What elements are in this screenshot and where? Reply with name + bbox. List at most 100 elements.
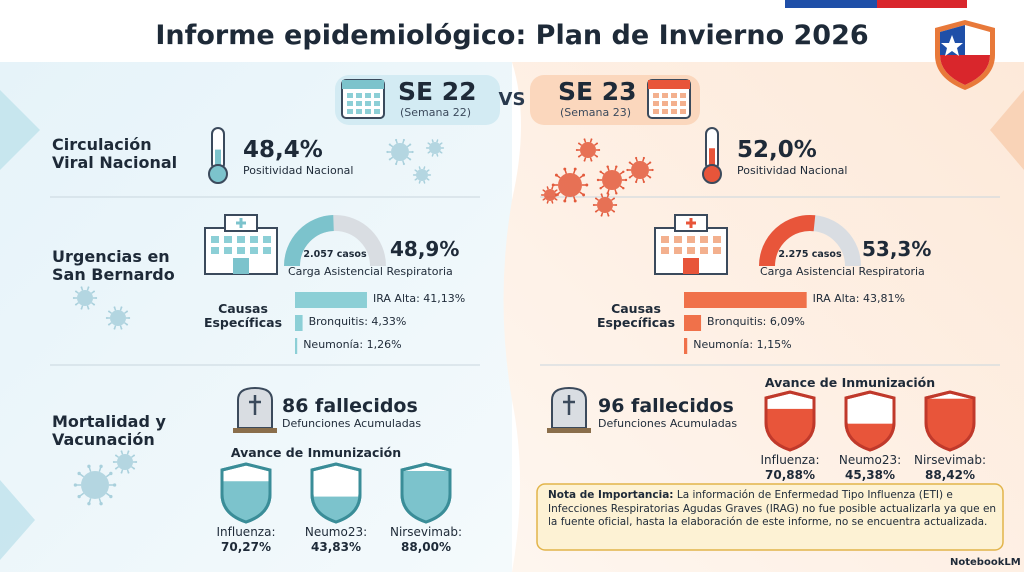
virus-tip [73,483,78,487]
virus-tip [414,179,416,181]
virus-tip [622,187,625,190]
virus-tip [441,142,443,144]
hospital-window [687,247,695,254]
virus-tip [431,155,434,157]
virus-tip [423,182,426,184]
virus-body [117,454,133,470]
virus-tip [542,199,544,201]
shield-outline [764,390,816,452]
week-icon-cell [356,109,362,114]
deco-triangle [0,90,40,170]
virus-tip [425,147,428,149]
virus-tip [583,159,586,162]
virus-tip [99,501,103,506]
virus-tip [414,169,416,171]
deaths-value: 96 fallecidos [598,395,734,417]
virus-tip [590,159,593,162]
vaccine-name: Neumo23: [304,525,368,539]
virus-tip [74,303,77,306]
load-caption: Carga Asistencial Respiratoria [288,265,453,278]
virus-body [391,143,409,161]
load-value: 48,9% [390,237,460,261]
virus-tip [546,202,549,204]
virus-tip [628,176,631,179]
causes-title: Causas Específicas [203,301,283,331]
virus-tip [112,461,115,463]
week-label: SE 23 [558,77,637,106]
virus-tip [423,166,426,168]
virus-tip [127,471,130,474]
tombstone-base [233,428,277,433]
virus-icon [425,139,445,157]
virus-tip [109,471,113,476]
virus-tip [607,214,610,217]
virus-icon [73,464,117,506]
virus-tip [624,178,628,182]
virus-tip [582,193,586,197]
deaths-caption: Defunciones Acumuladas [282,417,422,430]
virus-tip [649,161,652,164]
virus-tip [135,461,138,463]
week-icon-cell [671,101,677,106]
virus-tip [120,327,123,330]
virus-tip [80,286,83,289]
vaccine-name: Neumo23: [838,453,902,467]
footer-brand: NotebookLM [950,557,1021,568]
cause-label: IRA Alta: 41,13% [372,292,466,305]
virus-tip [606,165,609,168]
virus-tip [542,189,544,191]
hospital-window [250,247,258,254]
virus-tip [585,183,589,187]
cause-bar [684,292,807,308]
hospital-window [661,236,669,243]
virus-tip [573,199,577,203]
immunization-title: Avance de Inmunización [230,445,402,460]
hospital-window [224,247,232,254]
virus-tip [113,327,116,330]
load-caption: Carga Asistencial Respiratoria [760,265,925,278]
virus-tip [72,297,75,299]
virus-tip [613,197,616,200]
gauge-cases: 2.275 casos [778,249,842,260]
week-icon-cell [662,109,668,114]
virus-tip [592,204,595,206]
virus-tip [427,142,429,144]
virus-tip [107,310,110,313]
virus-body [416,169,428,181]
shield-outline [310,462,362,524]
cause-bar [684,338,688,354]
virus-tip [412,174,415,176]
gauge-fill [284,215,335,267]
virus-tip [594,210,597,213]
virus-tip [649,176,652,179]
virus-tip [395,162,398,166]
tombstone-base [547,428,591,433]
virus-tip [590,138,593,141]
virus-tip [87,464,91,469]
virus-tip [563,199,567,203]
hospital-window [211,247,219,254]
virus-tip [615,204,618,206]
virus-tip [551,202,554,204]
virus-tip [427,152,429,154]
virus-tip [551,186,554,188]
week-icon-cell [356,93,362,98]
virus-tip [93,290,96,293]
cause-bar [295,338,298,354]
virus-tip [429,174,432,176]
virus-tip [105,317,108,319]
virus-icon [105,306,131,330]
week-icon-cell [374,109,380,114]
tombstone-cross [563,395,575,415]
virus-tip [626,168,629,172]
vaccine-name: Nirsevimab: [913,453,987,467]
virus-tip [600,214,603,217]
virus-tip [87,501,91,506]
deco-triangle [990,90,1024,170]
virus-tip [126,323,129,326]
week-icon-cell [680,109,686,114]
virus-tip [99,464,103,469]
virus-tip [388,158,391,161]
virus-tip [93,303,96,306]
